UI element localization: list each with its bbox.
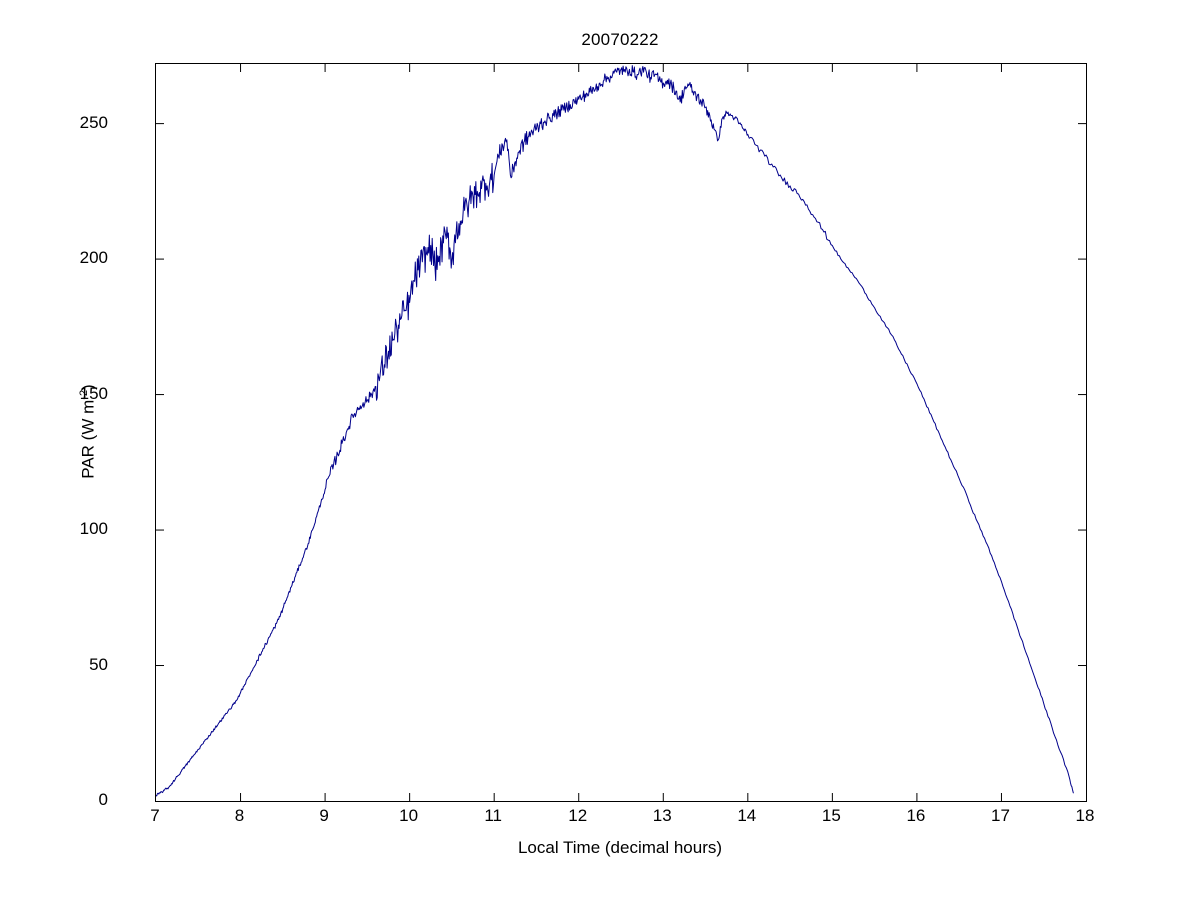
y-axis-label-tail: ) — [78, 384, 98, 390]
chart-title: 20070222 — [581, 30, 659, 49]
y-axis-label: PAR (W m-2) — [78, 63, 99, 800]
par-data-line — [156, 65, 1074, 797]
x-tick-label: 10 — [399, 806, 419, 825]
x-tick-label: 17 — [990, 806, 1010, 825]
y-axis-label-exponent: -2 — [78, 389, 90, 400]
x-tick-label: 7 — [150, 806, 160, 825]
x-tick-label: 14 — [737, 806, 757, 825]
y-tick-label: 200 — [79, 248, 108, 268]
x-tick-label: 15 — [821, 806, 841, 825]
x-tick-label: 18 — [1075, 806, 1095, 825]
x-tick-label: 12 — [568, 806, 588, 825]
y-axis-label-text: PAR (W m — [78, 399, 98, 479]
y-tick-label: 100 — [79, 519, 108, 539]
y-tick-label: 50 — [89, 654, 108, 674]
y-tick-label: 250 — [79, 112, 108, 132]
x-tick-label: 11 — [484, 806, 502, 825]
y-axis-ticks — [156, 123, 1086, 667]
plot-area — [155, 63, 1087, 802]
x-axis-label: Local Time (decimal hours) — [517, 838, 723, 857]
y-tick-label: 150 — [79, 383, 108, 403]
y-tick-label: 0 — [98, 790, 108, 809]
plot-svg — [156, 64, 1086, 801]
x-tick-label: 13 — [652, 806, 672, 825]
x-tick-label: 9 — [319, 806, 329, 825]
x-tick-label: 16 — [906, 806, 926, 825]
x-tick-label: 8 — [234, 806, 245, 825]
x-axis-ticks — [240, 64, 1002, 801]
